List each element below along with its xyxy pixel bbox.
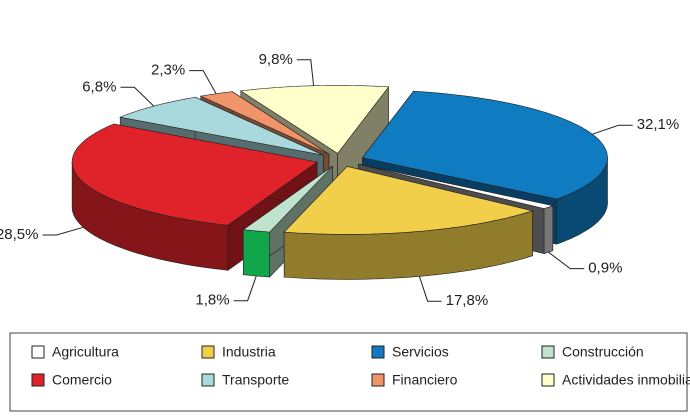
legend-swatch	[541, 373, 555, 387]
data-label: 1,8%	[195, 292, 229, 309]
legend-swatch	[31, 345, 45, 359]
legend-swatch	[201, 345, 215, 359]
legend-label: Industria	[222, 344, 276, 360]
data-label: 9,8%	[259, 51, 293, 68]
data-label: 6,8%	[82, 78, 116, 95]
leader-line	[120, 86, 155, 107]
legend-label: Financiero	[392, 372, 458, 388]
leader-line	[233, 275, 257, 302]
slice-side	[243, 229, 270, 278]
slice	[358, 163, 553, 209]
pie	[71, 85, 608, 280]
leader-line	[42, 226, 84, 236]
legend-swatch	[371, 373, 385, 387]
legend-swatch	[371, 345, 385, 359]
data-label: 2,3%	[151, 62, 185, 79]
slice-side	[543, 205, 554, 254]
slice	[242, 166, 333, 233]
data-label: 32,1%	[637, 116, 680, 133]
legend: Agricultura Industria Servicios Construcció…	[31, 344, 690, 388]
legend-label: Agricultura	[52, 344, 119, 360]
legend-label: Transporte	[222, 372, 289, 388]
leader-line	[296, 59, 315, 86]
leader-line	[548, 251, 585, 270]
leader-line	[189, 70, 217, 94]
data-label: 17,8%	[446, 292, 489, 309]
leader-line	[592, 124, 633, 135]
legend-label: Comercio	[52, 372, 112, 388]
legend-label: Construcción	[562, 344, 644, 360]
legend-label: Servicios	[392, 344, 449, 360]
legend-swatch	[541, 345, 555, 359]
legend-box	[9, 332, 688, 412]
legend-swatch	[201, 373, 215, 387]
leader-line	[418, 276, 442, 302]
slice	[283, 166, 534, 235]
slice	[71, 123, 318, 226]
data-label: 0,9%	[588, 260, 622, 277]
labels: 32,1% 0,9% 17,8% 1,8% 28,5% 6,8% 2,3% 9,8%	[0, 51, 679, 309]
legend-label: Actividades inmobiliarias	[562, 372, 690, 388]
legend-swatch	[31, 373, 45, 387]
data-label: 28,5%	[0, 226, 38, 243]
